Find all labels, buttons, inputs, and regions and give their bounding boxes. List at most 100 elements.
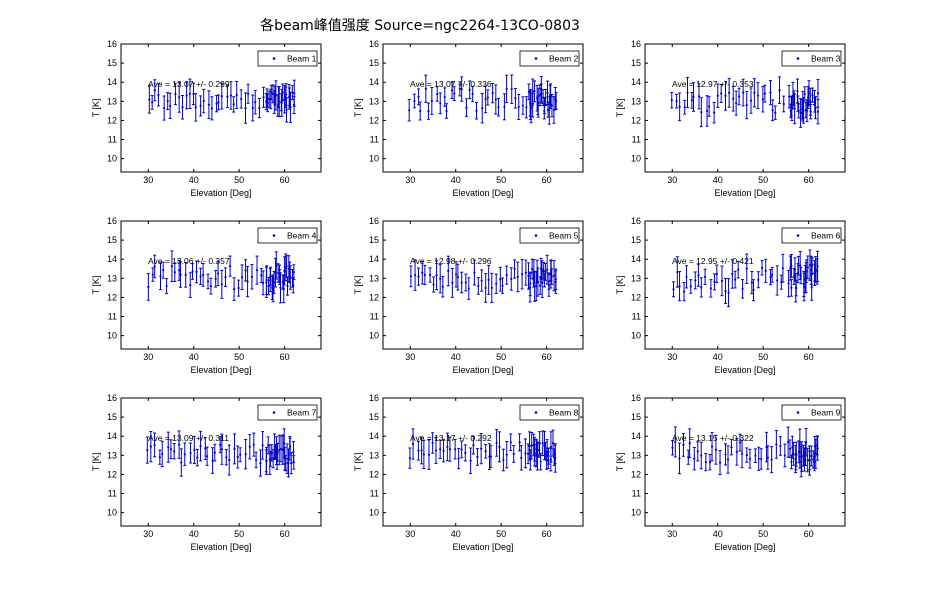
x-tick-label: 50 <box>758 175 768 185</box>
data-point <box>527 90 530 93</box>
y-axis-label: T [K] <box>353 276 363 295</box>
legend-label: Beam 9 <box>811 408 841 418</box>
data-point <box>490 286 493 290</box>
data-point <box>454 448 457 451</box>
legend-box <box>781 50 842 67</box>
data-point <box>207 103 211 106</box>
data-point <box>816 110 820 113</box>
data-point <box>283 442 286 445</box>
data-point <box>413 99 416 103</box>
data-point <box>516 275 519 278</box>
data-point <box>770 458 773 461</box>
data-point <box>544 96 547 99</box>
data-point <box>183 453 186 456</box>
data-point <box>434 449 438 452</box>
data-point <box>530 267 534 271</box>
data-point <box>460 448 463 451</box>
y-tick-label: 14 <box>631 254 641 264</box>
data-point <box>510 88 513 91</box>
y-tick-label: 13 <box>107 273 117 283</box>
data-point <box>807 92 811 95</box>
data-point <box>266 101 269 104</box>
data-point <box>284 266 287 269</box>
data-point <box>193 448 196 452</box>
data-point <box>480 447 483 450</box>
data-point <box>184 273 187 276</box>
y-tick-label: 15 <box>369 58 379 68</box>
data-point <box>272 281 276 284</box>
x-tick-label: 60 <box>280 175 290 185</box>
data-point <box>162 269 165 272</box>
data-point <box>670 99 673 102</box>
data-point <box>503 105 506 108</box>
data-point <box>779 444 782 448</box>
x-tick-label: 40 <box>189 352 199 362</box>
x-tick-label: 50 <box>234 175 244 185</box>
data-point <box>510 277 513 281</box>
data-point <box>765 446 768 449</box>
data-point <box>469 459 472 462</box>
data-point <box>690 99 693 102</box>
x-tick-label: 60 <box>280 352 290 362</box>
data-point <box>292 461 295 464</box>
data-point <box>745 453 748 457</box>
average-label: Ave = 12.95 +/- 0.421 <box>672 256 754 266</box>
data-point <box>792 275 796 278</box>
data-point <box>279 447 283 450</box>
data-point <box>727 291 730 294</box>
data-point <box>275 449 278 452</box>
data-point <box>453 92 456 95</box>
data-point <box>232 288 236 291</box>
data-point <box>505 87 508 90</box>
data-point <box>442 449 445 452</box>
data-point <box>185 94 188 97</box>
data-point <box>810 286 813 289</box>
x-tick-label: 40 <box>189 175 199 185</box>
data-point <box>803 458 806 461</box>
y-tick-label: 11 <box>370 312 379 322</box>
data-point <box>796 89 799 93</box>
x-axis-label: Elevation [Deg] <box>190 365 251 375</box>
panel-beam-8: 30 40 50 60 10 11 12 13 14 15 16 Elevation [Deg] T [… <box>353 393 584 552</box>
data-point <box>549 445 553 448</box>
data-point <box>240 97 243 101</box>
data-point <box>277 96 280 99</box>
data-point <box>271 92 275 95</box>
data-point <box>292 103 296 106</box>
data-point <box>533 90 536 93</box>
data-point <box>157 93 160 97</box>
data-point <box>205 455 209 458</box>
data-point <box>682 443 685 446</box>
data-point <box>228 458 231 462</box>
data-point <box>520 273 524 276</box>
data-point <box>530 444 533 447</box>
data-point <box>809 100 812 103</box>
data-point <box>728 91 731 95</box>
y-tick-label: 15 <box>631 235 641 245</box>
data-point <box>494 98 497 101</box>
legend: Beam 6 <box>781 227 842 244</box>
x-tick-label: 40 <box>451 175 461 185</box>
x-tick-label: 40 <box>713 529 723 539</box>
data-point <box>796 102 799 105</box>
data-point <box>439 102 442 105</box>
data-point <box>810 454 813 458</box>
data-point <box>799 264 802 267</box>
x-tick-label: 50 <box>496 175 506 185</box>
data-point <box>422 453 425 456</box>
legend: Beam 4 <box>257 227 318 244</box>
data-point <box>480 279 483 282</box>
x-tick-label: 40 <box>189 529 199 539</box>
data-point <box>250 275 254 278</box>
data-point <box>274 271 277 274</box>
data-point <box>165 285 168 288</box>
panel-beam-1: 30 40 50 60 10 11 12 13 14 15 16 Elevation [Deg] T [… <box>91 39 322 198</box>
data-point <box>409 275 413 278</box>
data-point <box>513 267 516 271</box>
y-tick-label: 10 <box>631 154 641 164</box>
data-point <box>546 91 549 94</box>
data-point <box>808 459 811 462</box>
data-point <box>419 109 422 113</box>
legend: Beam 2 <box>519 50 580 67</box>
data-point <box>163 106 166 110</box>
